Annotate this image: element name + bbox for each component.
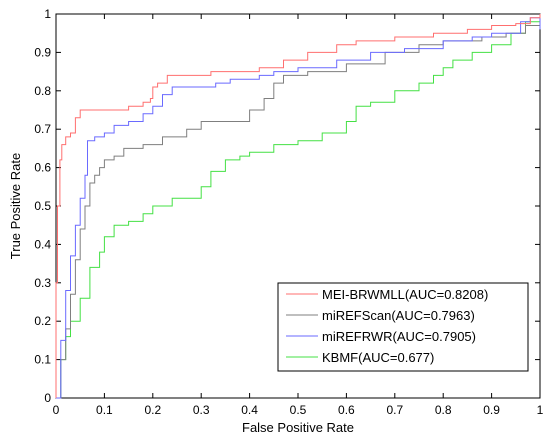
x-tick-label: 0.3 xyxy=(193,403,210,417)
x-tick-label: 0 xyxy=(53,403,60,417)
legend-label-mei-brwmll: MEI-BRWMLL(AUC=0.8208) xyxy=(322,287,488,302)
series-line-mirefrwr xyxy=(56,17,541,399)
y-tick-label: 0.6 xyxy=(34,161,51,175)
series-lines xyxy=(55,14,541,399)
x-axis-label: False Positive Rate xyxy=(242,420,354,435)
legend-label-mirefrwr: miREFRWR(AUC=0.7905) xyxy=(322,329,476,344)
legend-label-kbmf: KBMF(AUC=0.677) xyxy=(322,350,434,365)
x-tick-label: 0.2 xyxy=(144,403,161,417)
y-tick-label: 0 xyxy=(44,391,51,405)
y-tick-label: 1 xyxy=(44,7,51,21)
y-axis-label: True Positive Rate xyxy=(8,153,23,259)
tick-labels: 0 0.1 0.2 0.3 0.4 0.5 0.6 0.7 0.8 0.9 1 0 0.1 0.2 0.3 0… xyxy=(34,7,543,417)
legend-label-mirefscan: miREFScan(AUC=0.7963) xyxy=(322,308,475,323)
legend: MEI-BRWMLL(AUC=0.8208) miREFScan(AUC=0.7… xyxy=(277,282,529,372)
y-tick-label: 0.8 xyxy=(34,84,51,98)
y-tick-label: 0.3 xyxy=(34,276,51,290)
series-line-mirefscan xyxy=(56,21,541,399)
tick-marks xyxy=(55,13,541,399)
y-tick-label: 0.4 xyxy=(34,237,51,251)
x-tick-label: 0.7 xyxy=(386,403,403,417)
x-tick-label: 1 xyxy=(537,403,544,417)
y-tick-label: 0.1 xyxy=(34,353,51,367)
x-tick-label: 0.6 xyxy=(338,403,355,417)
series-line-kbmf xyxy=(56,14,541,399)
legend-box xyxy=(277,282,529,372)
y-tick-label: 0.5 xyxy=(34,199,51,213)
x-tick-label: 0.5 xyxy=(290,403,307,417)
x-tick-label: 0.4 xyxy=(241,403,258,417)
x-tick-label: 0.8 xyxy=(435,403,452,417)
y-tick-label: 0.7 xyxy=(34,122,51,136)
x-tick-label: 0.9 xyxy=(483,403,500,417)
y-tick-label: 0.2 xyxy=(34,314,51,328)
x-tick-label: 0.1 xyxy=(96,403,113,417)
y-tick-label: 0.9 xyxy=(34,45,51,59)
series-line-mei-brwmll xyxy=(55,14,541,398)
